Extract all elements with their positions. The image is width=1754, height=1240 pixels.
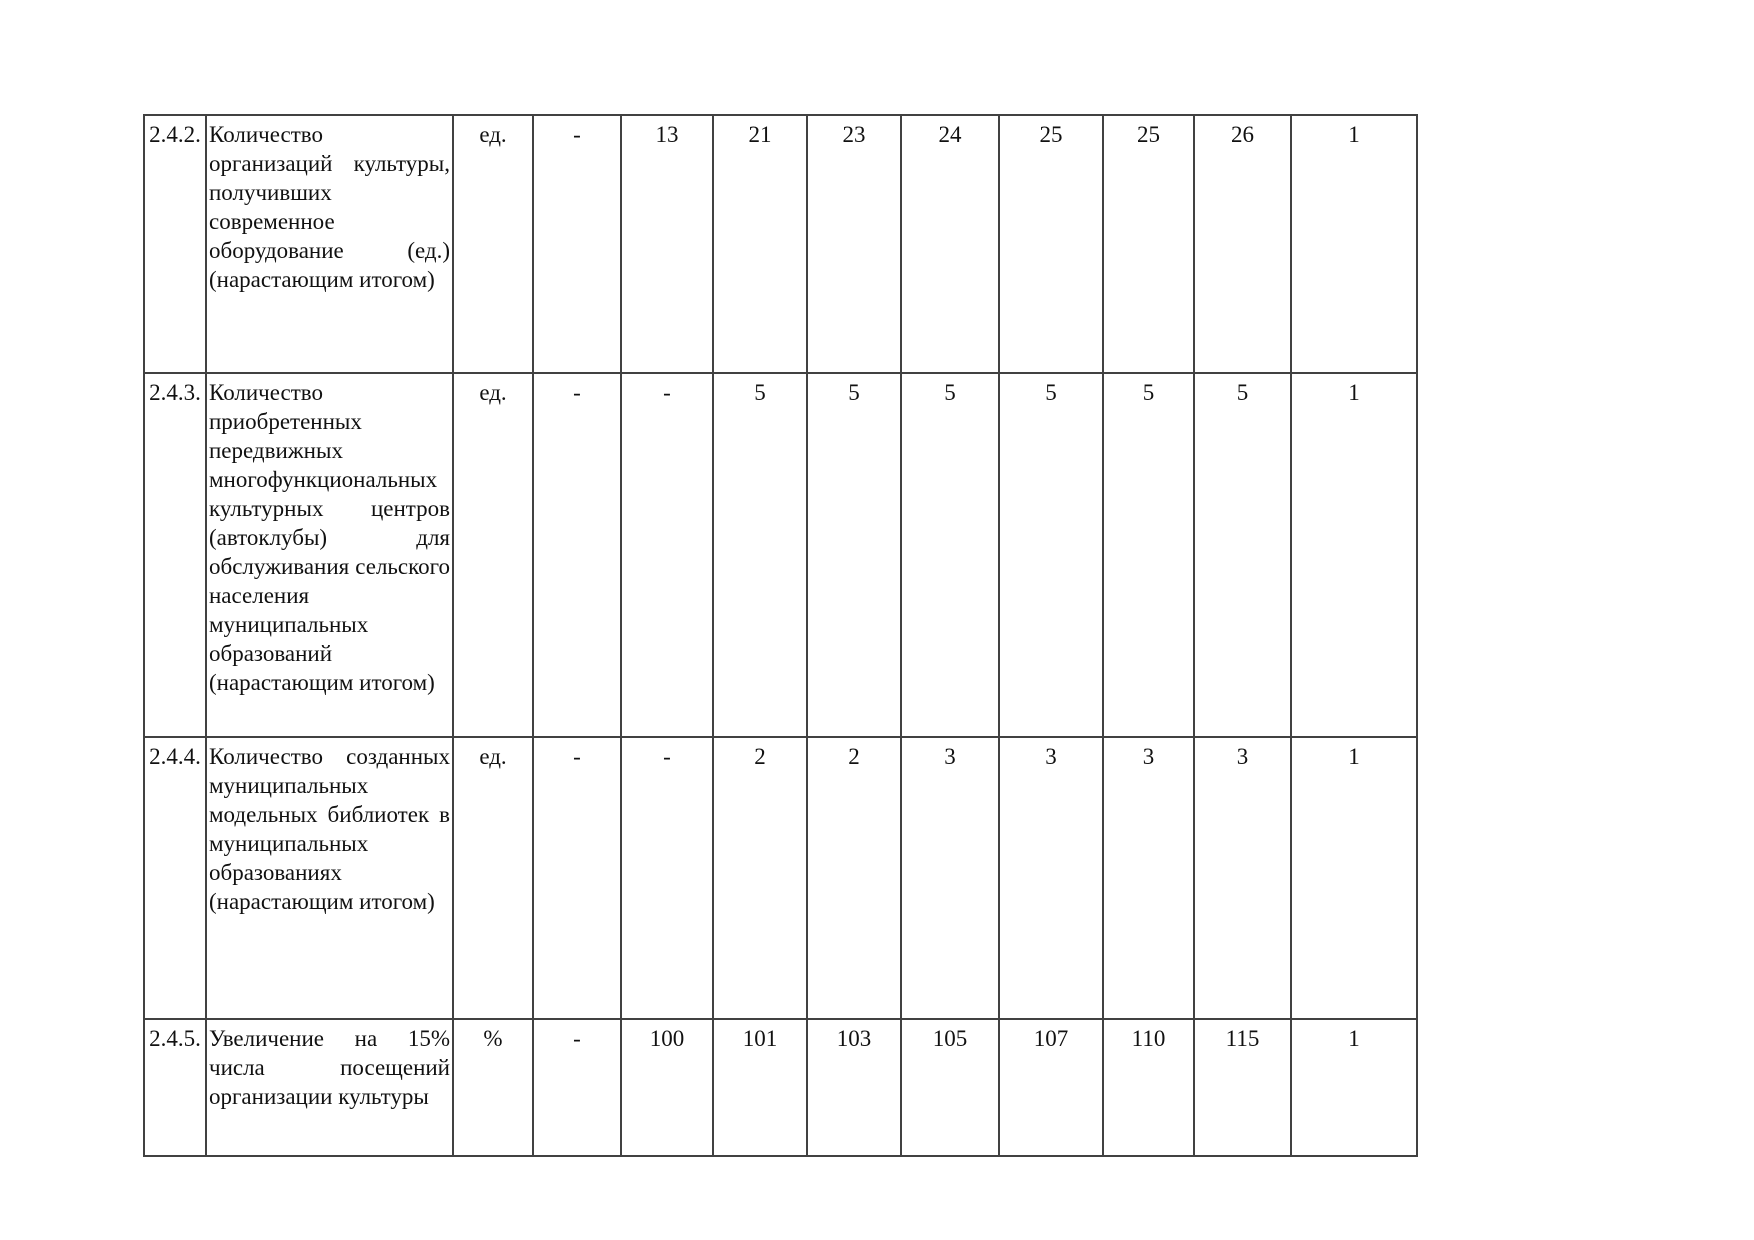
- value-cell: 115: [1193, 1018, 1292, 1157]
- indicator-name-cell: Увеличение на 15% числа посещений органи…: [205, 1018, 454, 1157]
- indicator-name-cell: Количество созданных муниципальных модел…: [205, 736, 454, 1020]
- last-column-cell: 1: [1290, 114, 1418, 374]
- indicators-table: 2.4.2. Количество организаций культуры, …: [143, 114, 1418, 1157]
- value-cell: -: [620, 372, 714, 738]
- unit-cell: ед.: [452, 114, 534, 374]
- value-cell: 5: [1193, 372, 1292, 738]
- last-column-cell: 1: [1290, 736, 1418, 1020]
- value-cell: 101: [712, 1018, 808, 1157]
- value-cell: 110: [1102, 1018, 1195, 1157]
- value-cell: 5: [712, 372, 808, 738]
- indicator-name-cell: Количество приобретенных передвижных мно…: [205, 372, 454, 738]
- value-cell: 3: [1193, 736, 1292, 1020]
- value-cell: 107: [998, 1018, 1104, 1157]
- value-cell: -: [620, 736, 714, 1020]
- row-number-cell: 2.4.2.: [143, 114, 207, 374]
- value-cell: 100: [620, 1018, 714, 1157]
- unit-cell: %: [452, 1018, 534, 1157]
- last-column-cell: 1: [1290, 372, 1418, 738]
- value-cell: 2: [712, 736, 808, 1020]
- value-cell: 5: [900, 372, 1000, 738]
- value-cell: 25: [998, 114, 1104, 374]
- value-cell: 3: [1102, 736, 1195, 1020]
- last-column-cell: 1: [1290, 1018, 1418, 1157]
- value-cell: 13: [620, 114, 714, 374]
- value-cell: -: [532, 736, 622, 1020]
- table-row: 2.4.3. Количество приобретенных передвиж…: [143, 372, 1418, 738]
- value-cell: -: [532, 1018, 622, 1157]
- unit-cell: ед.: [452, 372, 534, 738]
- value-cell: -: [532, 114, 622, 374]
- value-cell: 3: [900, 736, 1000, 1020]
- value-cell: 105: [900, 1018, 1000, 1157]
- row-number-cell: 2.4.5.: [143, 1018, 207, 1157]
- value-cell: 24: [900, 114, 1000, 374]
- value-cell: 5: [998, 372, 1104, 738]
- value-cell: 2: [806, 736, 902, 1020]
- row-number-cell: 2.4.3.: [143, 372, 207, 738]
- table-row: 2.4.5. Увеличение на 15% числа посещений…: [143, 1018, 1418, 1157]
- value-cell: -: [532, 372, 622, 738]
- indicator-name-cell: Количество организаций культуры, получив…: [205, 114, 454, 374]
- table-row: 2.4.2. Количество организаций культуры, …: [143, 114, 1418, 374]
- value-cell: 23: [806, 114, 902, 374]
- row-number-cell: 2.4.4.: [143, 736, 207, 1020]
- value-cell: 26: [1193, 114, 1292, 374]
- value-cell: 3: [998, 736, 1104, 1020]
- value-cell: 21: [712, 114, 808, 374]
- value-cell: 5: [806, 372, 902, 738]
- value-cell: 103: [806, 1018, 902, 1157]
- table-row: 2.4.4. Количество созданных муниципальны…: [143, 736, 1418, 1020]
- value-cell: 25: [1102, 114, 1195, 374]
- unit-cell: ед.: [452, 736, 534, 1020]
- value-cell: 5: [1102, 372, 1195, 738]
